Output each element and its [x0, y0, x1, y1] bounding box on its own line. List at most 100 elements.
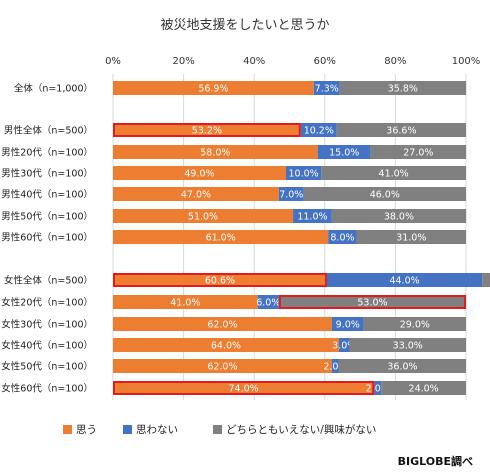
category-label: 男性全体（n=500）	[4, 125, 93, 137]
bar-segment	[349, 338, 466, 352]
data-label: 2.0%	[366, 384, 390, 395]
bar-segment	[278, 295, 466, 309]
bar-segment	[113, 273, 327, 287]
data-label: 41.0%	[170, 298, 200, 309]
legend-label: 思わない	[136, 424, 178, 436]
data-label: 38.0%	[384, 212, 414, 223]
data-label: 11.0%	[297, 212, 327, 223]
highlight-box	[113, 273, 327, 287]
bar-segment	[313, 81, 340, 95]
bar-segment	[113, 187, 279, 201]
data-label: 8.0%	[330, 233, 354, 244]
bar-segment	[113, 166, 286, 180]
source-note: BIGLOBE調べ	[398, 454, 473, 468]
data-label: 33.0%	[393, 341, 423, 352]
data-label: 2.0%	[323, 362, 347, 373]
bar-segment	[113, 145, 318, 159]
category-label: 男性40代（n=100）	[1, 189, 93, 201]
bar-segment	[293, 209, 332, 223]
category-label: 女性40代（n=100）	[1, 340, 93, 352]
legend-swatch	[213, 425, 222, 434]
bar-segment	[113, 338, 339, 352]
data-label: 35.8%	[388, 84, 418, 95]
data-label: 10.0%	[289, 169, 319, 180]
data-label: 15.0%	[329, 148, 359, 159]
bar-segment	[113, 317, 332, 331]
data-label: 61.0%	[206, 233, 236, 244]
data-label: 36.0%	[387, 362, 417, 373]
data-label: 36.6%	[386, 126, 416, 137]
bars: 56.9% 7.3% 35.8% 53.2% 10.2% 36.6% 58.0% 15.0% 2…	[113, 81, 490, 395]
bar-segment	[339, 81, 466, 95]
category-label: 女性60代（n=100）	[1, 383, 93, 395]
bar-segment	[338, 338, 350, 352]
data-label: 29.0%	[400, 320, 430, 331]
category-label: 男性50代（n=100）	[1, 211, 93, 223]
data-label: 7.3%	[315, 84, 339, 95]
legend: 思う 思わない どちらともいえない/興味がない	[63, 423, 376, 436]
bar-segment	[113, 123, 301, 137]
bar-segment	[113, 230, 329, 244]
bar-segment	[328, 230, 357, 244]
highlight-box	[278, 295, 466, 309]
category-label: 女性50代（n=100）	[1, 361, 93, 373]
data-label: 62.0%	[207, 320, 237, 331]
data-label: 53.2%	[192, 126, 222, 137]
data-label: 60.6%	[205, 276, 235, 287]
x-tick-label: 80%	[384, 56, 406, 67]
data-label: 44.0%	[389, 276, 419, 287]
category-label: 女性30代（n=100）	[1, 319, 93, 331]
chart-title: 被災地支援をしたいと思うか	[160, 18, 329, 33]
category-label: 男性20代（n=100）	[1, 147, 93, 159]
bar-segment	[326, 273, 483, 287]
data-label: 27.0%	[403, 148, 433, 159]
highlight-box	[113, 123, 301, 137]
bar-segment	[113, 209, 294, 223]
bar-segment	[321, 166, 466, 180]
data-label: 41.0%	[379, 169, 409, 180]
data-label: 62.0%	[207, 362, 237, 373]
category-label: 女性全体（n=500）	[4, 275, 93, 287]
data-label: 56.9%	[198, 84, 228, 95]
x-tick-label: 0%	[105, 56, 121, 67]
data-label: 74.0%	[229, 384, 259, 395]
data-label: 58.0%	[200, 148, 230, 159]
bar-segment	[303, 187, 466, 201]
bar-segment	[374, 381, 382, 395]
data-label: 3.0%	[332, 341, 356, 352]
data-label: 7.0%	[279, 190, 303, 201]
legend-swatch	[63, 425, 72, 434]
x-tick-label: 60%	[314, 56, 336, 67]
x-tick-label: 40%	[243, 56, 265, 67]
bar-segment	[113, 81, 314, 95]
category-label: 全体（n=1,000）	[14, 83, 93, 95]
bar-segment	[356, 230, 466, 244]
bar-segment	[285, 166, 322, 180]
x-axis-ticks: 0% 20% 40% 60% 80% 100%	[105, 56, 480, 67]
bar-segment	[317, 145, 371, 159]
x-tick-label: 20%	[172, 56, 194, 67]
data-label: 9.0%	[336, 320, 360, 331]
x-tick-label: 100%	[452, 56, 481, 67]
category-labels: 全体（n=1,000） 男性全体（n=500） 男性20代（n=100） 男性30代（…	[1, 83, 93, 395]
data-label: 24.0%	[409, 384, 439, 395]
data-label: 53.0%	[357, 298, 387, 309]
legend-label: どちらともいえない/興味がない	[226, 423, 376, 436]
legend-swatch	[123, 425, 132, 434]
bar-segment	[381, 381, 466, 395]
category-label: 男性30代（n=100）	[1, 168, 93, 180]
bar-segment	[113, 381, 375, 395]
category-label: 女性20代（n=100）	[1, 297, 93, 309]
data-label: 51.0%	[188, 212, 218, 223]
bar-segment	[363, 317, 466, 331]
bar-segment	[338, 359, 466, 373]
data-label: 31.0%	[396, 233, 426, 244]
highlight-box	[113, 381, 375, 395]
bar-segment	[278, 187, 304, 201]
bar-segment	[113, 359, 332, 373]
data-label: 46.0%	[370, 190, 400, 201]
data-label: 10.2%	[304, 126, 334, 137]
bar-segment	[257, 295, 279, 309]
data-label: 47.0%	[181, 190, 211, 201]
